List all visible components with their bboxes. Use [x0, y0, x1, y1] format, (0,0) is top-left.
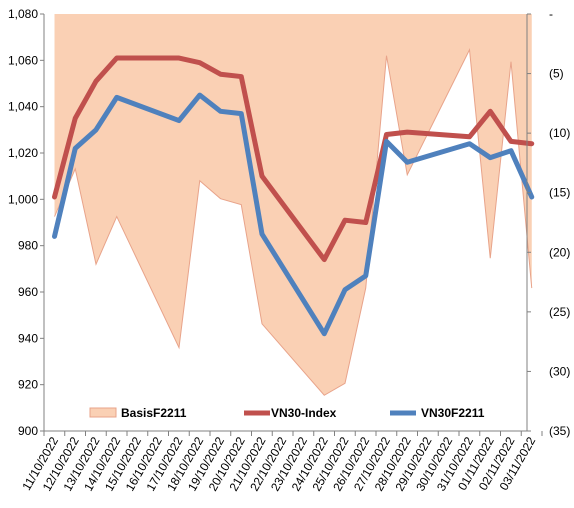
left-tick-label: 1,060 — [8, 53, 38, 67]
series-line-vn30-index — [52, 55, 535, 263]
left-tick-label: 980 — [18, 239, 38, 253]
axes-layer — [43, 14, 528, 432]
right-tick-label: (10) — [549, 126, 570, 140]
left-tick-label: 1,020 — [8, 146, 38, 160]
left-tick-label: 960 — [18, 285, 38, 299]
basis-area-edge — [54, 47, 533, 396]
basis-area — [54, 14, 532, 396]
right-tick-label: (25) — [549, 305, 570, 319]
left-tick-label: 1,080 — [8, 7, 38, 21]
series-line-vn30f2211 — [52, 92, 535, 337]
left-tick-label: 1,000 — [8, 192, 38, 206]
right-tick-label: (35) — [549, 424, 570, 438]
line-layer — [52, 55, 535, 337]
legend-label-vn30f2211: VN30F2211 — [421, 406, 485, 420]
legend-swatch-basis — [89, 407, 117, 418]
basis-area-layer — [54, 14, 533, 396]
right-tick-label: (20) — [549, 245, 570, 259]
left-tick-label: 920 — [18, 378, 38, 392]
legend: BasisF2211 VN30-Index VN30F2211 — [89, 406, 485, 420]
legend-label-basis: BasisF2211 — [121, 406, 187, 420]
left-tick-label: 1,040 — [8, 100, 38, 114]
right-tick-label: (30) — [549, 364, 570, 378]
left-tick-label: 940 — [18, 331, 38, 345]
right-tick-label: (5) — [549, 67, 564, 81]
left-tick-label: 900 — [18, 424, 38, 438]
right-tick-label: (15) — [549, 186, 570, 200]
right-tick-label: - — [549, 7, 553, 21]
legend-label-vn30-index: VN30-Index — [271, 406, 337, 420]
